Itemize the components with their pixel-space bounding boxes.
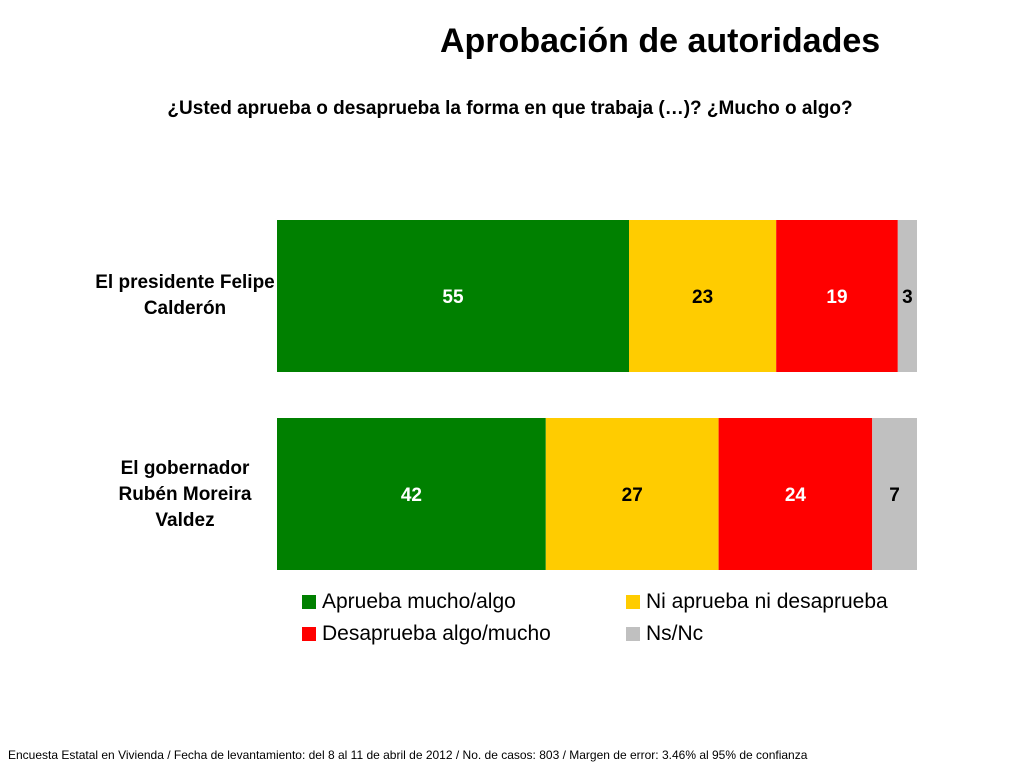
legend-item-nsnc: Ns/Nc	[626, 622, 703, 646]
bar-segment-0-1	[629, 220, 777, 372]
data-label-1-1: 27	[622, 485, 643, 506]
bar-segment-0-2	[776, 220, 898, 372]
legend: Aprueba mucho/algo Ni aprueba ni desapru…	[302, 590, 962, 660]
footer-note: Encuesta Estatal en Vivienda / Fecha de …	[8, 748, 808, 762]
legend-item-ni-aprueba: Ni aprueba ni desaprueba	[626, 590, 888, 614]
bar-segment-0-0	[277, 220, 629, 372]
legend-swatch-ni-aprueba	[626, 595, 640, 609]
bar-segment-1-1	[545, 418, 719, 570]
data-label-1-2: 24	[785, 485, 807, 506]
bar-segment-1-3	[872, 418, 917, 570]
chart-subtitle: ¿Usted aprueba o desaprueba la forma en …	[167, 98, 853, 119]
legend-swatch-desaprueba	[302, 627, 316, 641]
data-label-0-2: 19	[826, 287, 847, 308]
bar-segment-1-2	[718, 418, 873, 570]
legend-label-desaprueba: Desaprueba algo/mucho	[322, 622, 551, 645]
legend-label-ni-aprueba: Ni aprueba ni desaprueba	[646, 590, 888, 613]
chart-title: Aprobación de autoridades	[440, 22, 881, 60]
legend-label-aprueba: Aprueba mucho/algo	[322, 590, 516, 613]
legend-item-desaprueba: Desaprueba algo/mucho	[302, 622, 551, 646]
data-label-0-1: 23	[692, 287, 713, 308]
bar-segment-0-3	[897, 220, 917, 372]
legend-swatch-nsnc	[626, 627, 640, 641]
category-label-0: El presidente Felipe Calderón	[95, 272, 275, 319]
legend-item-aprueba: Aprueba mucho/algo	[302, 590, 516, 614]
bar-segment-1-0	[277, 418, 546, 570]
category-label-1: El gobernador Rubén Moreira Valdez	[118, 458, 252, 531]
legend-swatch-aprueba	[302, 595, 316, 609]
data-label-0-0: 55	[442, 287, 464, 308]
data-label-1-0: 42	[401, 485, 422, 506]
data-label-0-3: 3	[902, 287, 913, 308]
legend-label-nsnc: Ns/Nc	[646, 622, 704, 645]
data-label-1-3: 7	[889, 485, 900, 506]
